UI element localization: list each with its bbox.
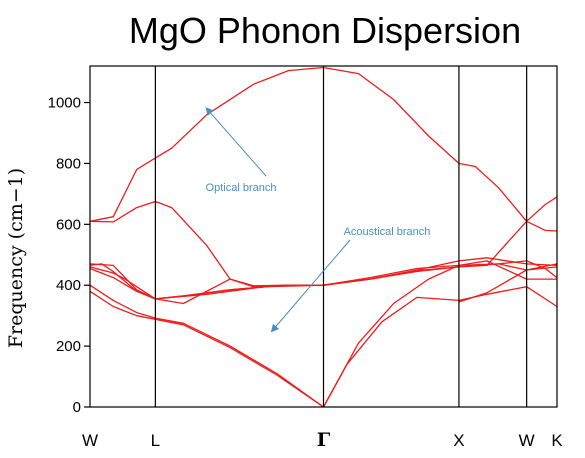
annotation-arrow-1 [270,239,351,333]
chart-title: MgO Phonon Dispersion [129,10,521,51]
annotations: Optical branch Acoustical branch [205,107,431,333]
x-tick-label-3: X [453,431,464,450]
high-symmetry-lines [154,66,528,407]
annotation-label-0: Optical branch [206,182,277,194]
plot-frame [89,65,558,408]
y-axis-label: Frequency (cm−1) [5,168,27,348]
y-tick-label-1: 200 [56,338,81,355]
dispersion-lines [89,66,558,408]
dispersion-branch-6 [89,284,324,408]
annotation-arrow-0 [205,107,267,177]
y-tick-label-5: 1000 [48,95,81,112]
x-tick-label-5: K [551,431,563,450]
x-tick-label-1: L [151,431,160,450]
x-tick-label-2: Γ [317,429,331,451]
y-tick-label-2: 400 [56,277,81,294]
dispersion-branch-8 [322,286,558,408]
x-tick-label-4: W [519,431,535,450]
axes [89,65,558,408]
annotation-label-1: Acoustical branch [344,226,431,238]
y-tick-label-0: 0 [73,399,81,416]
dispersion-branch-5 [89,266,324,305]
x-tick-label-0: W [82,431,98,450]
y-tick-label-4: 800 [56,155,81,172]
dispersion-branch-10 [458,266,558,303]
y-tick-label-3: 600 [56,216,81,233]
y-ticks: 0 200 400 600 800 1000 [48,95,90,416]
dispersion-branch-0 [89,66,558,222]
dispersion-branch-9 [322,260,557,408]
dispersion-branch-7 [89,290,324,408]
